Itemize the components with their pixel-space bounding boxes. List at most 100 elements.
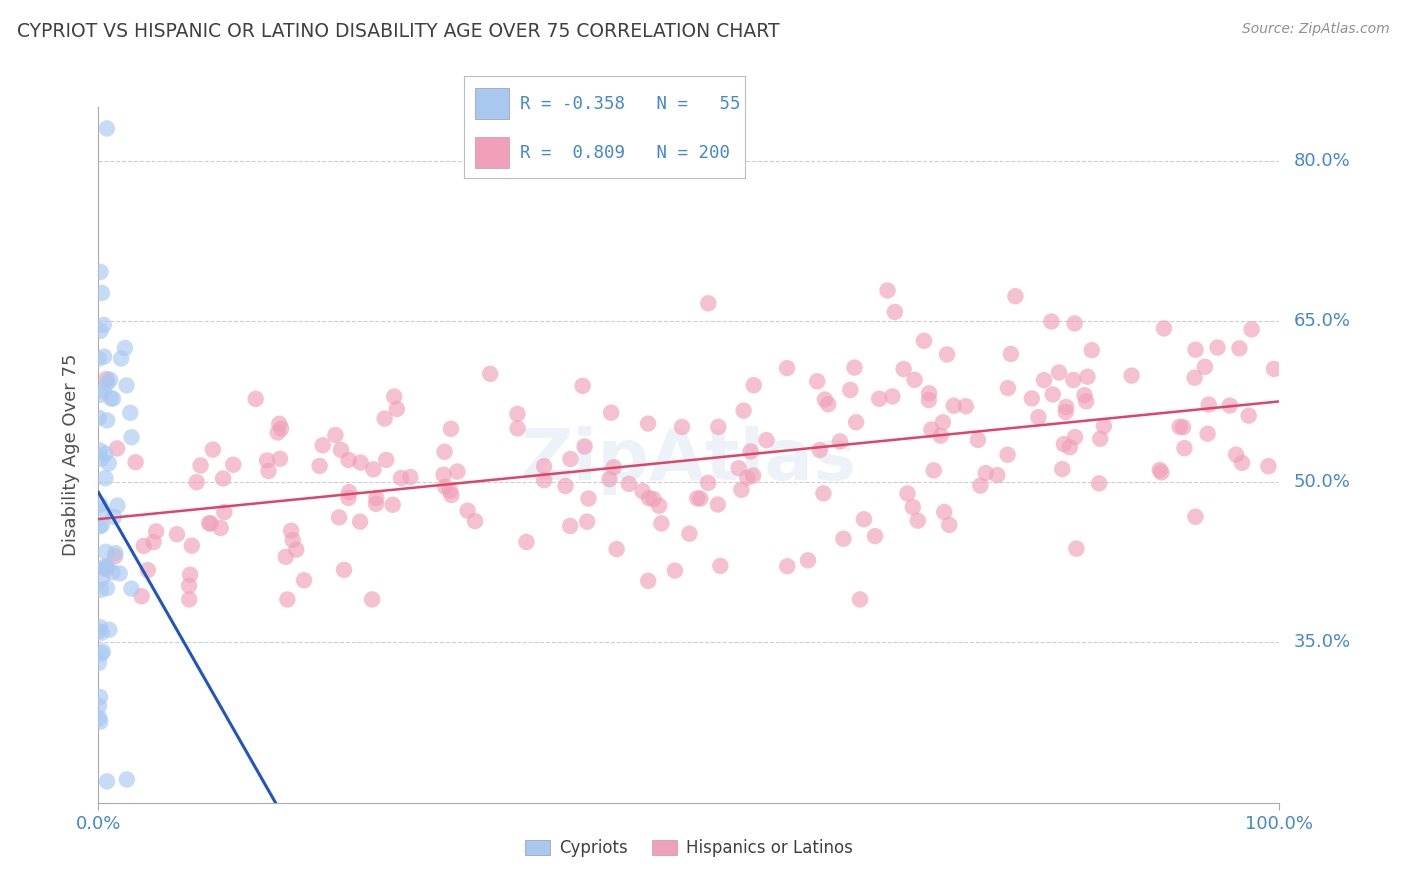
Point: [876, 284, 898, 298]
Point: [440, 422, 463, 436]
Point: [200, 516, 222, 531]
Point: [90, 451, 112, 466]
Point: [560, 452, 582, 467]
Y-axis label: Disability Age Over 75: Disability Age Over 75: [62, 353, 80, 557]
Point: [617, 476, 640, 491]
Point: [245, 392, 267, 406]
Point: [312, 438, 335, 452]
Point: [333, 563, 356, 577]
Point: [132, 539, 155, 553]
Point: [942, 399, 965, 413]
Point: [364, 497, 387, 511]
Point: [882, 389, 904, 403]
Point: [91, 504, 114, 518]
Point: [276, 592, 298, 607]
Point: [1227, 342, 1250, 356]
Point: [330, 442, 353, 457]
Point: [1263, 362, 1285, 376]
FancyBboxPatch shape: [475, 137, 509, 168]
Point: [479, 367, 502, 381]
Point: [1198, 398, 1220, 412]
Point: [938, 517, 960, 532]
Point: [631, 484, 654, 499]
Point: [560, 519, 582, 533]
Point: [96, 413, 118, 427]
Point: [87, 656, 110, 670]
Point: [96, 376, 118, 390]
Point: [439, 483, 461, 498]
Point: [1121, 368, 1143, 383]
Point: [328, 510, 350, 524]
Point: [89, 265, 111, 279]
Point: [89, 443, 111, 458]
Point: [274, 549, 297, 564]
Point: [814, 392, 837, 407]
Point: [121, 430, 143, 444]
Point: [689, 491, 711, 506]
Point: [93, 350, 115, 364]
Point: [849, 592, 872, 607]
Point: [1047, 366, 1070, 380]
Point: [337, 485, 360, 500]
Point: [1173, 441, 1195, 455]
Point: [922, 463, 945, 477]
Point: [131, 589, 153, 603]
Point: [89, 714, 111, 729]
Point: [166, 527, 188, 541]
FancyBboxPatch shape: [475, 88, 509, 119]
Point: [91, 644, 114, 658]
Point: [142, 535, 165, 549]
Point: [186, 475, 208, 490]
Point: [828, 434, 851, 449]
Point: [145, 524, 167, 539]
Point: [89, 690, 111, 704]
Point: [180, 539, 202, 553]
Point: [709, 558, 731, 573]
Point: [96, 560, 118, 574]
Point: [96, 581, 118, 595]
Text: 80.0%: 80.0%: [1294, 152, 1350, 169]
Point: [707, 498, 730, 512]
Point: [664, 564, 686, 578]
Point: [399, 470, 422, 484]
Point: [267, 425, 290, 440]
Point: [349, 515, 371, 529]
Point: [1054, 405, 1077, 419]
Point: [852, 512, 875, 526]
Point: [280, 524, 302, 538]
Point: [89, 519, 111, 533]
Point: [578, 491, 600, 506]
Point: [903, 373, 925, 387]
Point: [1076, 369, 1098, 384]
Point: [90, 625, 112, 640]
Point: [269, 451, 291, 466]
Point: [1184, 370, 1206, 384]
Point: [1230, 456, 1253, 470]
Point: [1073, 388, 1095, 402]
Text: ZipAtlas: ZipAtlas: [522, 425, 856, 495]
Point: [281, 533, 304, 547]
Point: [918, 386, 941, 401]
Point: [733, 403, 755, 417]
Point: [101, 565, 124, 579]
Point: [742, 378, 765, 392]
Point: [1080, 343, 1102, 358]
Point: [107, 499, 129, 513]
Point: [868, 392, 890, 406]
Point: [974, 466, 997, 480]
Point: [209, 521, 232, 535]
Point: [285, 542, 308, 557]
Point: [179, 567, 201, 582]
Point: [87, 351, 110, 366]
Point: [571, 379, 593, 393]
Point: [1054, 400, 1077, 414]
Point: [1149, 463, 1171, 477]
Point: [603, 460, 626, 475]
Point: [997, 448, 1019, 462]
Point: [89, 324, 111, 338]
Point: [707, 420, 730, 434]
Point: [638, 491, 661, 506]
Point: [1042, 387, 1064, 401]
Point: [1184, 343, 1206, 357]
Point: [1066, 541, 1088, 556]
